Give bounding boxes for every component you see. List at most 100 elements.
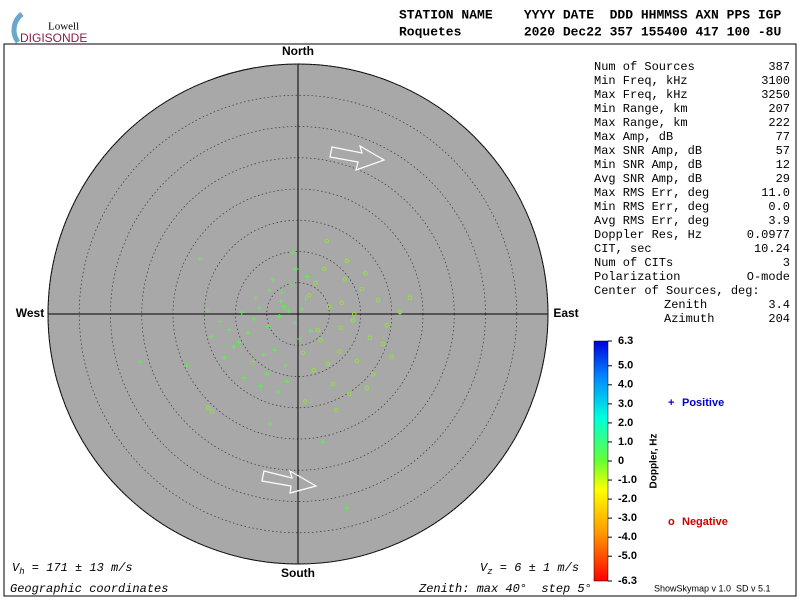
source-point: [197, 256, 203, 262]
colorbar-tick-label: 0: [618, 455, 624, 467]
stat-value: 3250: [761, 88, 790, 102]
source-point: [363, 271, 368, 276]
logo-swoosh: [11, 12, 24, 44]
stat-label: Num of CITs: [594, 256, 673, 270]
source-point: [281, 304, 287, 309]
stat-value: 10.24: [754, 242, 790, 256]
frame: [3, 43, 797, 597]
colorbar-tick-label: 1.0: [618, 436, 633, 448]
stat-label: Min SNR Amp, dB: [594, 158, 702, 172]
source-point: [261, 352, 267, 358]
source-point: [302, 399, 308, 404]
source-point: [325, 361, 331, 367]
source-point: [204, 307, 210, 313]
source-point: [338, 325, 343, 331]
source-point: [286, 308, 292, 314]
direction-label: South: [281, 566, 315, 580]
coords-label: Geographic coordinates: [10, 582, 168, 596]
source-point: [217, 319, 223, 324]
source-point: [292, 320, 298, 326]
source-point: [344, 505, 350, 511]
source-point: [336, 349, 342, 354]
logo-top: Lowell: [48, 21, 79, 33]
logo-bottom: DIGISONDE: [20, 31, 87, 45]
stat-label: Zenith: [664, 298, 707, 312]
stat-heading: Center of Sources, deg:: [594, 284, 760, 298]
stat-label: Min Freq, kHz: [594, 74, 688, 88]
source-point: [270, 277, 276, 283]
colorbar-tick-label: -5.0: [618, 550, 637, 562]
source-point: [330, 381, 336, 387]
source-point: [245, 330, 251, 336]
direction-label: East: [553, 306, 578, 320]
source-point: [276, 314, 282, 319]
source-point: [296, 336, 302, 342]
source-point: [354, 358, 360, 364]
source-point: [256, 305, 262, 311]
source-point: [346, 391, 352, 397]
source-point: [221, 355, 227, 361]
source-point: [290, 249, 296, 255]
stat-label: Min Range, km: [594, 102, 688, 116]
version-label: ShowSkymap v 1.0 SD v 5.1: [654, 583, 771, 593]
colorbar-tick-label: 3.0: [618, 398, 633, 410]
source-point: [308, 329, 313, 334]
legend-label: Positive: [682, 397, 724, 409]
stat-label: Max Freq, kHz: [594, 88, 688, 102]
legend-label: Negative: [682, 516, 728, 528]
stat-label: Max RMS Err, deg: [594, 186, 709, 200]
stat-value: 222: [768, 116, 790, 130]
source-point: [304, 274, 310, 279]
stat-value: 207: [768, 102, 790, 116]
vz-sub: z: [487, 567, 492, 577]
stat-label: Max Amp, dB: [594, 130, 673, 144]
source-point: [370, 371, 376, 377]
colorbar-tick-label: -6.3: [618, 575, 637, 587]
source-point: [303, 296, 308, 302]
stat-label: Max SNR Amp, dB: [594, 144, 702, 158]
source-point: [339, 300, 345, 306]
colorbar-tick-label: -4.0: [618, 531, 637, 543]
source-point: [253, 295, 258, 301]
stat-value: 3100: [761, 74, 790, 88]
source-point: [300, 350, 306, 356]
source-point: [209, 409, 215, 414]
source-point: [367, 335, 373, 341]
stat-value: 3.4: [768, 298, 790, 312]
stat-label: Avg RMS Err, deg: [594, 214, 709, 228]
source-point: [231, 344, 237, 349]
source-point: [350, 317, 356, 323]
vh-sub: h: [19, 567, 24, 577]
velocity-arrow: [329, 144, 386, 171]
source-point: [265, 324, 271, 329]
colorbar: [593, 340, 609, 582]
stat-value: 29: [776, 172, 790, 186]
stat-label: CIT, sec: [594, 242, 652, 256]
source-point: [293, 266, 299, 272]
stat-value: O-mode: [747, 270, 790, 284]
source-point: [318, 337, 323, 343]
direction-label: West: [16, 306, 44, 320]
colorbar-tick-label: 4.0: [618, 379, 633, 391]
vh-text: = 171 ± 13 m/s: [25, 561, 133, 575]
stat-value: 387: [768, 60, 790, 74]
source-point: [226, 327, 232, 333]
vz-symbol: V: [480, 561, 489, 575]
source-point: [324, 238, 330, 244]
stat-value: 3: [783, 256, 790, 270]
stat-label: Avg SNR Amp, dB: [594, 172, 702, 186]
source-point: [266, 287, 272, 293]
stat-value: 57: [776, 144, 790, 158]
source-point: [209, 334, 215, 339]
source-point: [389, 354, 395, 359]
stat-label: Doppler Res, Hz: [594, 228, 702, 242]
vh-label: Vh = 171 ± 13 m/s: [12, 561, 133, 577]
source-point: [258, 383, 263, 389]
source-point: [342, 276, 348, 282]
source-point: [397, 309, 403, 315]
source-point: [380, 341, 386, 347]
header-row: STATION NAME YYYY DATE DDD HHMMSS AXN PP…: [399, 7, 781, 22]
vz-label: Vz = 6 ± 1 m/s: [480, 561, 579, 577]
source-point: [239, 310, 245, 316]
